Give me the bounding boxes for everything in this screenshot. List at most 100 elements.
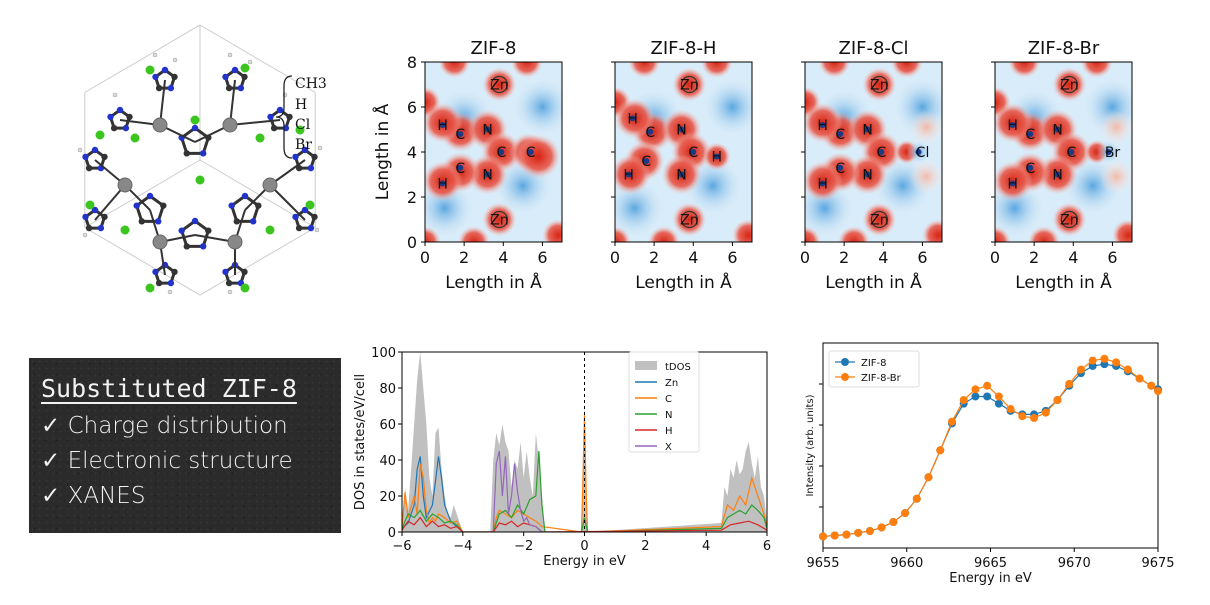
density-blob [457,226,490,242]
density-blob [615,154,651,195]
xanes-point [819,532,827,541]
ring-atom [101,153,108,161]
ring-atom [155,279,163,287]
atom-dot [837,131,844,137]
substituent-label: Cl [295,117,311,133]
x-tick-label: 0 [610,248,620,267]
atom-label: Zn [1060,78,1078,94]
xanes-point [983,392,992,401]
panel-title: ZIF-8-H [651,38,717,59]
ring-atom [152,73,159,81]
ring-atom [155,84,163,92]
atom-dot [439,122,446,128]
y-tick-label: 60 [379,418,396,433]
ring-atom [85,164,93,172]
atom-dot [1027,131,1034,137]
ring-atom [267,113,274,121]
legend-box [628,351,700,453]
ring-atom [231,66,239,74]
zn-marker [680,75,698,94]
ring-atom [237,84,245,92]
legend-marker [841,358,849,366]
atom-dot [629,115,636,122]
bond [229,79,236,126]
density-blob [818,62,851,78]
xanes-chart: 9655 9660 9665 9670 9675 Energy in eV Intensit… [805,342,1175,586]
atom-dot [837,164,844,171]
density-blob [647,226,680,242]
x-tick-label: 6 [917,248,927,267]
atom-label: N [482,123,492,139]
blackboard-item: ✓ Charge distribution [41,413,288,439]
atom-dot [1068,149,1075,155]
atom-label: H [437,118,448,134]
dos-series-c [402,414,767,532]
atom-dot [457,164,464,171]
atom-label: H [817,177,828,193]
x-axis-label: Energy in eV [949,571,1032,586]
bond [94,184,126,221]
density-blob [702,77,752,137]
xanes-point [1088,356,1097,365]
x-tick-label: 0 [580,539,588,554]
substituent-atom [145,65,155,75]
xanes-point [1006,405,1015,414]
density-blob [672,202,707,237]
molecule-structure [77,24,323,296]
legend-label: ZIF-8 [861,358,887,369]
y-tick-label: 8 [407,53,417,72]
zinc-atom [152,117,168,133]
ring-atom [228,202,235,209]
density-blob [1052,67,1087,102]
hydrogen-atom [152,52,158,58]
hydrogen-atom [317,145,323,151]
density-blob [1112,219,1132,242]
atom-label: C [641,154,651,170]
atom-dot [713,153,720,160]
density-blob [1052,202,1087,237]
density-blob [909,110,942,145]
atom-dot [498,149,505,155]
atom-label: C [876,145,886,161]
summary-blackboard: Substituted ZIF-8 ✓ Charge distribution … [29,358,341,533]
density-blob [615,226,631,242]
atom-dot [1009,122,1016,128]
ring-atom [122,124,130,132]
ring-atom [116,106,124,114]
xanes-point [1112,358,1121,367]
zinc-atom [262,177,278,193]
density-blob [862,67,897,102]
y-tick-label: 80 [379,382,396,397]
atom-label: Zn [680,213,698,229]
atom-label: H [623,168,634,184]
ring-atom [295,224,303,232]
density-blob [995,226,1011,242]
density-blob [1099,159,1132,194]
x-tick-label: −6 [392,539,411,554]
x-tick-label: 0 [420,248,430,267]
ring-atom [138,218,145,225]
x-tick-label: 0 [990,248,1000,267]
dos-series-n [402,450,767,532]
xanes-point [842,530,851,539]
ring-atom [82,213,89,221]
atom-dot [878,149,885,155]
ring-atom [311,213,318,221]
atom-label: N [862,123,872,139]
atom-label: Zn [490,78,508,94]
density-blob [482,67,517,102]
zn-marker [680,210,698,229]
zinc-atom [227,234,243,250]
x-tick-label: 4 [878,248,888,267]
ring-atom [301,146,309,154]
x-tick-label: 6 [1107,248,1117,267]
substituent-atom [95,130,105,140]
ring-atom [241,268,248,276]
zn-marker [490,210,508,229]
ring-atom [183,150,190,157]
ring-atom [255,202,262,209]
atom-label: Cl [916,145,930,161]
